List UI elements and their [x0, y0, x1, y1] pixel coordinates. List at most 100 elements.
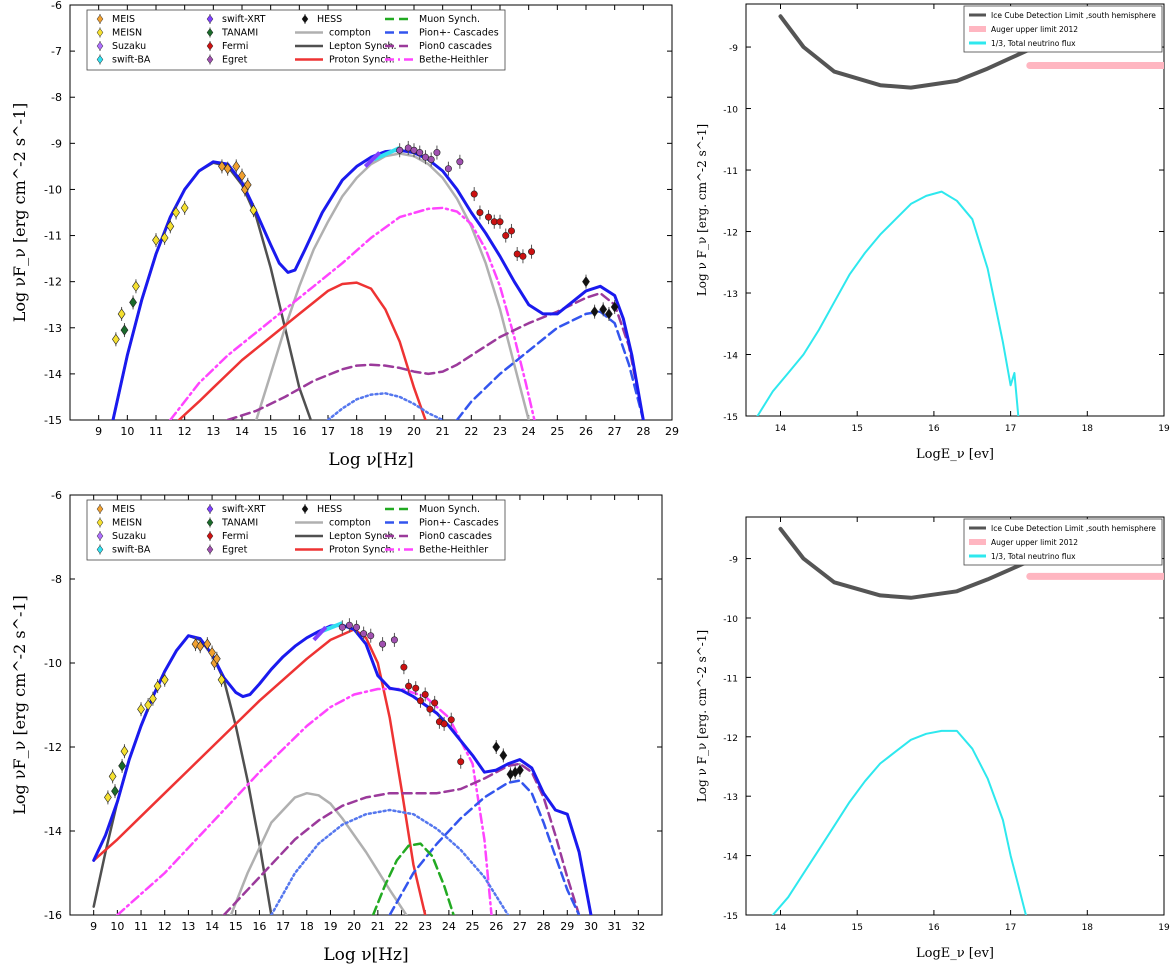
data-point: [160, 674, 169, 686]
plot-frame: [745, 3, 1165, 417]
legend-label: Ice Cube Detection Limit ,south hemisphe…: [991, 11, 1156, 20]
y-tick-label: -8: [51, 91, 62, 104]
x-axis-label: Log ν[Hz]: [323, 945, 408, 965]
data-point: [208, 646, 216, 659]
data-point: [338, 623, 346, 631]
data-point: [238, 170, 246, 182]
data-point: [582, 276, 590, 288]
x-tick-label: 18: [300, 920, 314, 933]
x-tick-label: 17: [321, 425, 335, 438]
legend-label: HESS: [317, 504, 342, 515]
y-tick-label: -12: [44, 741, 62, 754]
chart-panel-bottom-left: 9 10 11 12 13 14 15 16 17 18 19 20 21 22 23 24 25 26 27 28 2…: [10, 489, 663, 965]
x-tick-label: 15: [851, 424, 862, 434]
data-point: [152, 234, 160, 246]
legend-label: Pion+- Cascades: [419, 28, 499, 39]
x-tick-label: 19: [323, 920, 337, 933]
x-tick-label: 24: [442, 920, 456, 933]
y-tick-label: -10: [44, 657, 62, 670]
legend-swatch: [96, 531, 104, 541]
legend-label: MEIS: [112, 14, 135, 25]
data-point: [345, 621, 353, 629]
data-point: [496, 218, 504, 226]
data-point: [447, 716, 455, 724]
x-axis-label: Log ν[Hz]: [328, 450, 413, 470]
y-tick-label: -9: [729, 44, 738, 54]
data-point: [379, 640, 387, 648]
x-tick-label: 12: [158, 920, 172, 933]
y-tick-label: -11: [44, 230, 62, 243]
x-tick-label: 12: [178, 425, 192, 438]
x-tick-label: 29: [665, 425, 679, 438]
y-tick-label: -10: [723, 615, 738, 625]
data-point: [132, 280, 140, 292]
data-point: [412, 684, 420, 692]
x-tick-label: 19: [1158, 424, 1170, 434]
data-point: [421, 690, 429, 698]
legend-label: Bethe-Heithler: [419, 55, 488, 66]
x-tick-label: 18: [1082, 923, 1094, 933]
x-axis-label: LogE_ν [ev]: [916, 447, 994, 462]
legend-swatch: [206, 28, 214, 37]
legend-swatch: [206, 14, 214, 24]
legend-label: 1/3, Total neutrino flux: [991, 39, 1076, 48]
legend-swatch: [96, 28, 104, 37]
chart-panel-top-left: 9 10 11 12 13 14 15 16 17 18 19 20 21 22 23 24 25 26 27 28 2…: [10, 0, 679, 470]
data-point: [243, 179, 252, 191]
x-tick-label: 18: [1082, 424, 1094, 434]
data-point: [196, 640, 205, 652]
data-point: [203, 638, 212, 650]
data-point: [416, 149, 424, 157]
y-tick-label: -10: [44, 183, 62, 196]
data-point: [129, 296, 137, 308]
series-line: [92, 628, 427, 915]
legend: Ice Cube Detection Limit ,south hemisphe…: [963, 5, 1163, 53]
y-tick-label: -14: [44, 368, 62, 381]
data-point: [172, 206, 180, 219]
x-tick-label: 15: [229, 920, 243, 933]
x-tick-label: 28: [537, 920, 551, 933]
y-tick-label: -10: [723, 106, 738, 116]
x-tick-label: 27: [608, 425, 622, 438]
plot-area: [111, 140, 645, 420]
legend-label: Ice Cube Detection Limit ,south hemisphe…: [991, 524, 1156, 533]
x-tick-label: 16: [292, 425, 306, 438]
legend-label: swift-BA: [112, 55, 151, 66]
series-line: [771, 729, 1027, 915]
legend-swatch: [96, 545, 104, 554]
legend-label: Egret: [222, 55, 248, 66]
x-tick-label: 13: [206, 425, 220, 438]
x-tick-label: 17: [1005, 923, 1016, 933]
data-point: [400, 663, 408, 671]
x-tick-label: 31: [608, 920, 622, 933]
y-axis-label: Log ν F_ν [erg. cm^-2 s^-1]: [695, 630, 709, 802]
legend-label: Egret: [222, 545, 248, 556]
chart-panel-top-right: 14 15 16 17 18 19 -15 -14 -13 -12 -11 -10 -9 LogE_ν […: [695, 3, 1170, 462]
series-line: [222, 762, 581, 915]
data-point: [217, 674, 226, 686]
data-point: [427, 155, 435, 163]
x-tick-label: 21: [371, 920, 385, 933]
y-tick-label: -13: [723, 290, 738, 300]
y-axis-label: Log νF_ν [erg cm^-2 s^-1]: [10, 595, 29, 815]
data-point: [528, 248, 536, 256]
x-tick-label: 25: [550, 425, 564, 438]
y-tick-label: -6: [51, 489, 62, 502]
legend-swatch: [206, 504, 214, 514]
x-tick-label: 22: [464, 425, 478, 438]
x-tick-label: 15: [851, 923, 862, 933]
data-point: [149, 693, 157, 705]
data-point: [367, 632, 375, 640]
x-tick-label: 20: [407, 425, 421, 438]
legend-label: swift-XRT: [222, 14, 266, 25]
series-line: [388, 779, 581, 915]
y-tick-label: -15: [723, 912, 738, 922]
plot-area: [92, 618, 593, 915]
series-line: [371, 842, 455, 915]
data-point: [249, 204, 258, 216]
x-tick-label: 27: [513, 920, 527, 933]
plot-frame: [745, 516, 1165, 916]
data-point: [416, 697, 424, 705]
data-point: [153, 680, 162, 692]
data-point: [590, 306, 599, 318]
